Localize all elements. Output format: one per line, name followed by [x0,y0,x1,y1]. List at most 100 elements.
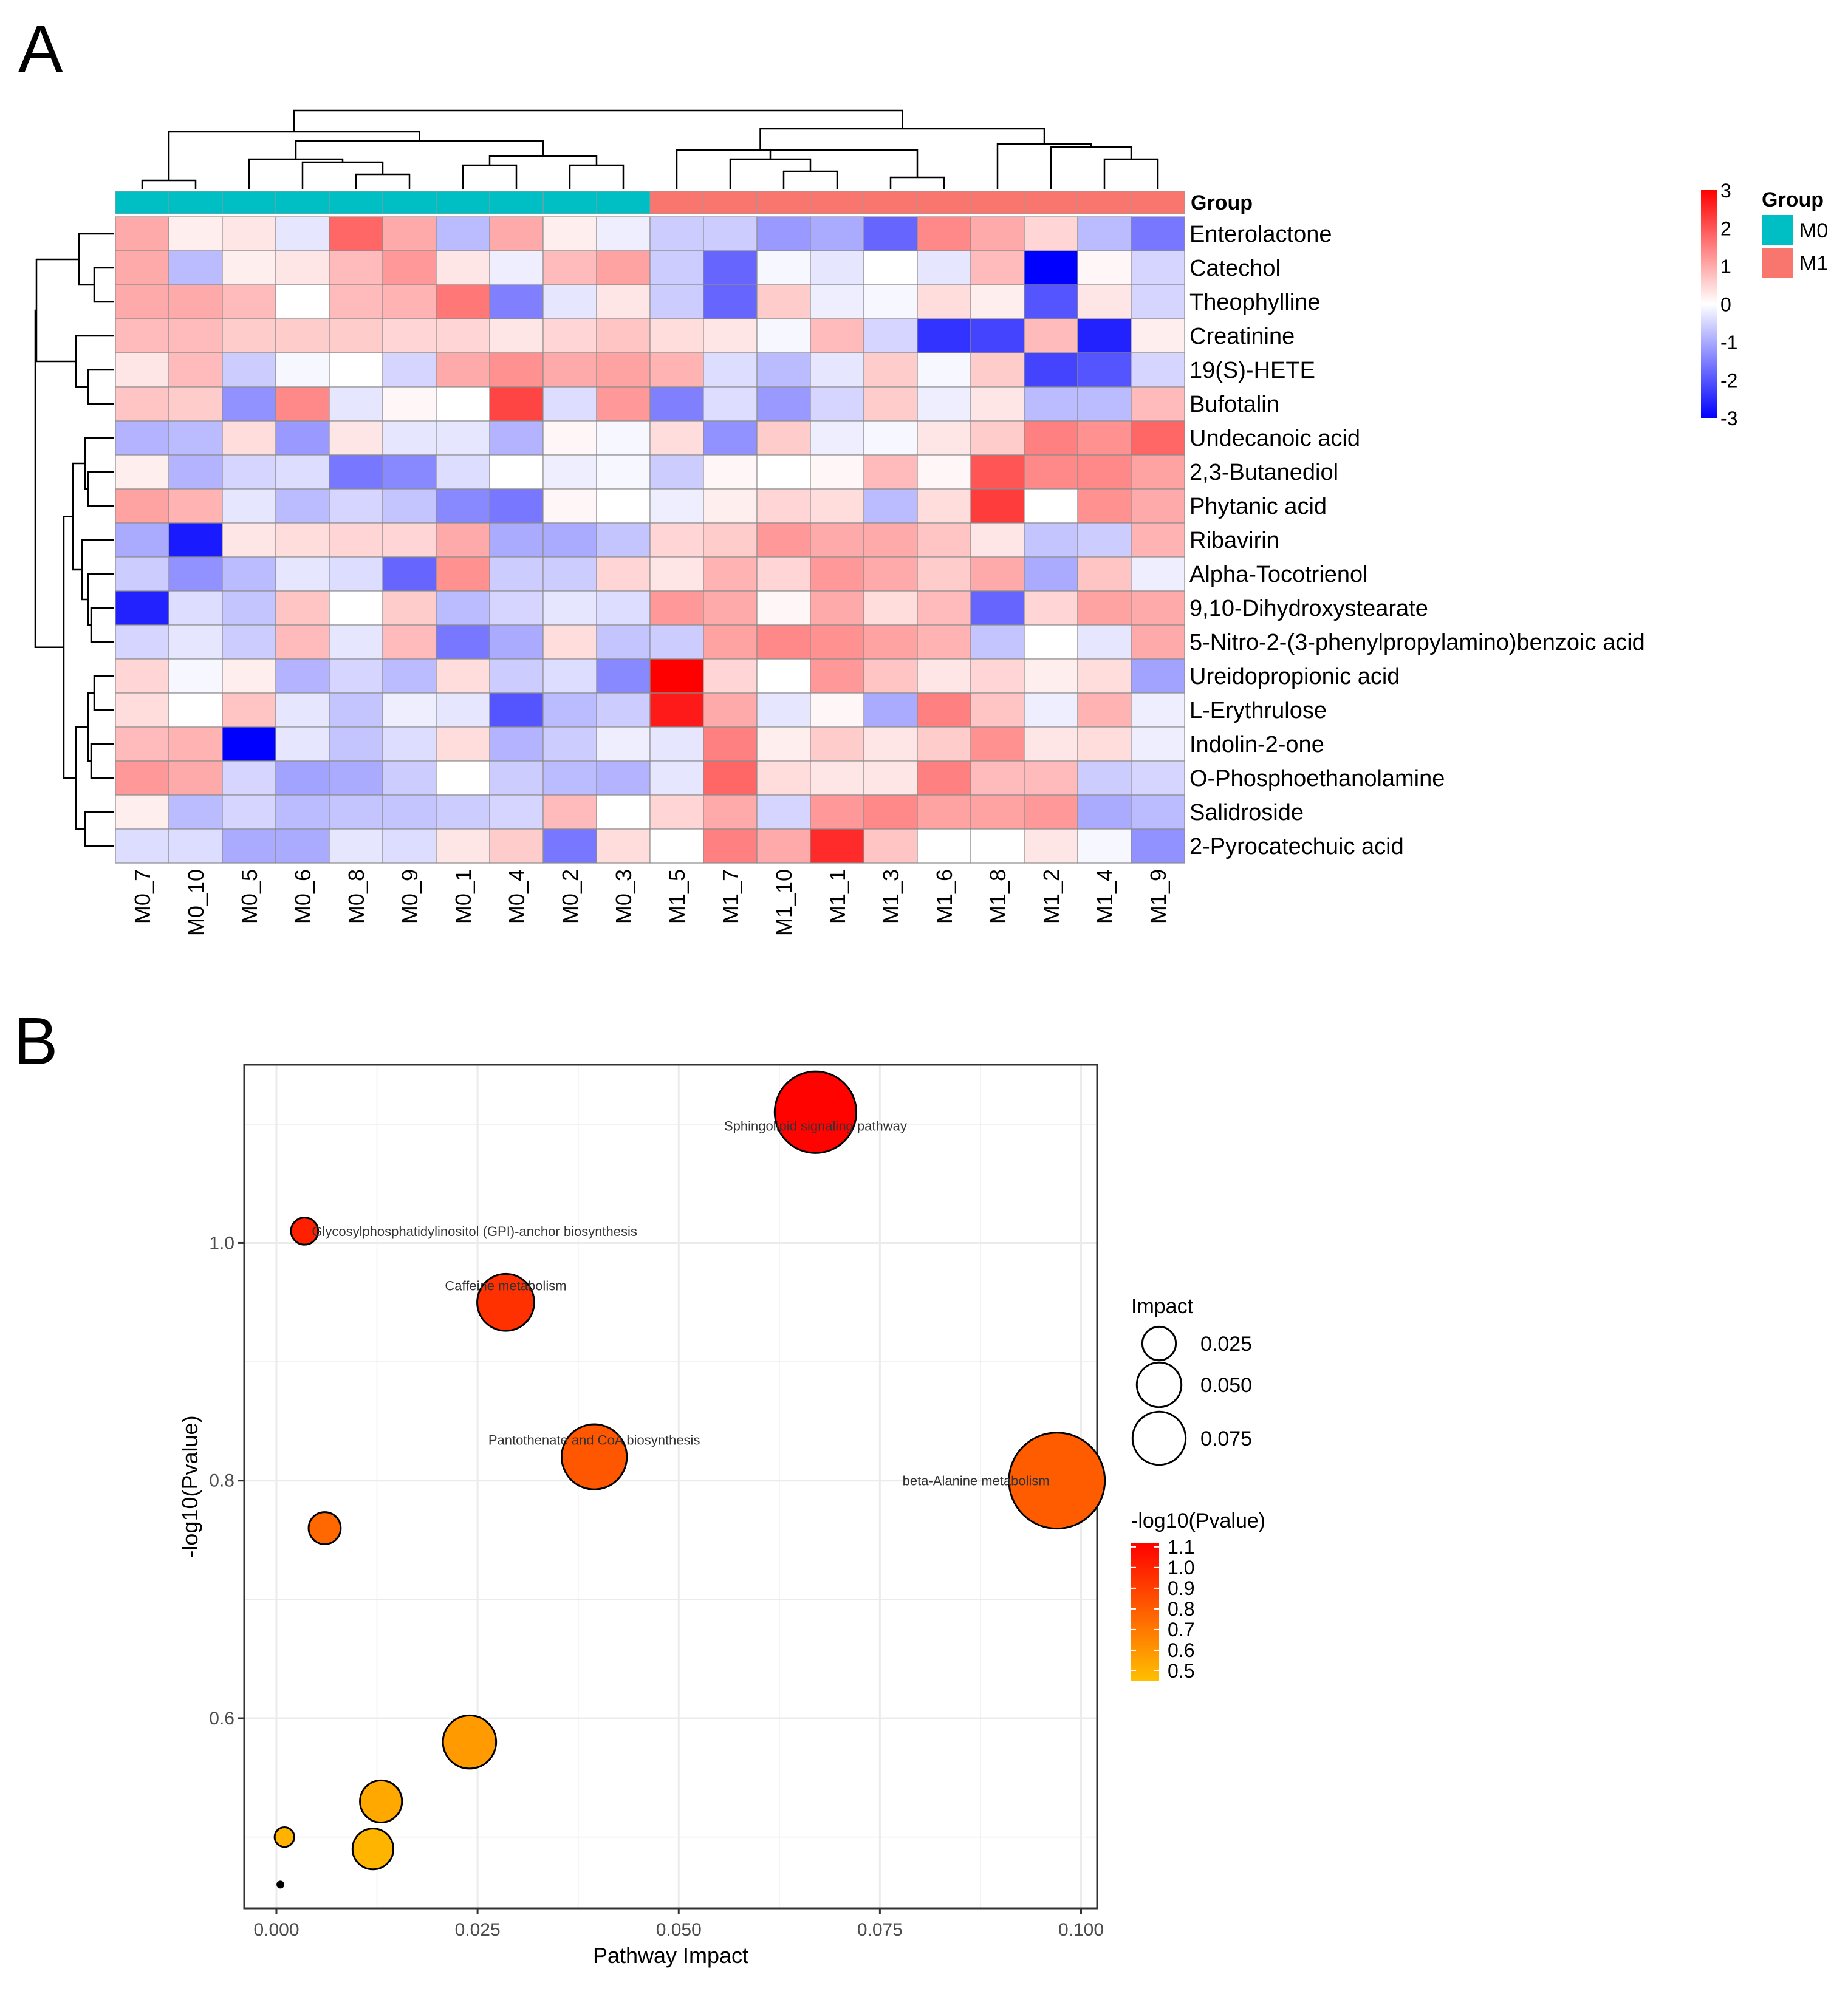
heatmap-cell [970,658,1025,694]
heatmap-cell [810,488,864,524]
heatmap-cell [810,216,864,251]
heatmap-cell [970,556,1025,592]
heatmap-cell [489,250,544,285]
heatmap-cell [703,420,758,456]
heatmap-cell [756,454,811,490]
group-cell-M1_7 [703,191,758,214]
column-label: M0_9 [397,869,422,924]
heatmap-cell [1077,658,1132,694]
heatmap-cell [275,794,330,830]
heatmap-cell [917,216,971,251]
heatmap-cell [863,284,918,319]
heatmap-cell [329,828,383,864]
heatmap-cell [1077,454,1132,490]
dendrogram-link [35,258,79,363]
heatmap-cell [542,828,597,864]
row-label: Alpha-Tocotrienol [1189,562,1368,587]
heatmap-cell [329,420,383,456]
heatmap-cell [275,692,330,728]
heatmap-cell [222,454,276,490]
heatmap-cell [917,658,971,694]
heatmap-cell [329,250,383,285]
group-cell-M0_5 [222,191,276,214]
heatmap-cell [703,726,758,762]
heatmap-cell [596,828,651,864]
heatmap-cell [542,488,597,524]
heatmap-cell [542,318,597,353]
heatmap-cell [542,624,597,660]
heatmap-cell [649,454,704,490]
heatmap-cell [542,658,597,694]
heatmap-cell [1024,216,1078,251]
heatmap-cell [115,488,169,524]
pathway-bubble [476,1272,535,1332]
pathway-bubble [307,1511,342,1545]
column-label: M1_7 [718,869,743,924]
heatmap-cell [168,760,223,796]
pathway-bubble [1008,1432,1106,1530]
heatmap-cell [115,794,169,830]
color-scale-tick: 3 [1720,180,1731,202]
heatmap-cell [168,556,223,592]
heatmap-cell [1131,250,1185,285]
heatmap-cell [1077,216,1132,251]
heatmap-cell [649,318,704,353]
heatmap-cell [436,760,490,796]
impact-size-legend: Impact 0.025 0.050 0.075 [1131,1295,1252,1466]
heatmap-cell [970,794,1025,830]
heatmap-cell [703,522,758,558]
heatmap-cell [168,352,223,388]
bubble-label: Glycosylphosphatidylinositol (GPI)-ancho… [312,1224,637,1239]
heatmap-cell [810,386,864,422]
heatmap-cell [1131,488,1185,524]
heatmap-cell [970,760,1025,796]
group-cell-M1_8 [970,191,1025,214]
heatmap-cell [649,420,704,456]
group-cell-M0_1 [436,191,490,214]
heatmap-cell [1077,624,1132,660]
heatmap-cell [649,488,704,524]
dendrogram-link [34,309,64,648]
heatmap-cell [1024,318,1078,353]
heatmap-cell [649,284,704,319]
heatmap-cell [168,590,223,626]
heatmap-cell [810,726,864,762]
heatmap-cell [115,284,169,319]
bubble-label: Pantothenate and CoA biosynthesis [488,1433,700,1448]
heatmap-cell [863,556,918,592]
heatmap-cell [756,284,811,319]
heatmap-cell [649,590,704,626]
heatmap-cell [115,250,169,285]
heatmap-cell [863,216,918,251]
x-tick-label: 0.050 [656,1920,702,1940]
dendrogram-link [93,675,114,711]
group-cell-M0_2 [542,191,597,214]
heatmap-cell [436,386,490,422]
heatmap-cell [756,556,811,592]
row-label: Ribavirin [1189,528,1279,553]
heatmap-cell [810,318,864,353]
heatmap-cell [1024,794,1078,830]
dendrogram-link [87,471,114,507]
dendrogram-link [84,437,114,490]
heatmap-cell [810,556,864,592]
heatmap-cell [596,624,651,660]
heatmap-cell [703,318,758,353]
heatmap-cell [542,284,597,319]
heatmap-cell [275,624,330,660]
heatmap-cell [436,828,490,864]
heatmap-cell [649,556,704,592]
heatmap-cell [810,420,864,456]
heatmap-cell [863,658,918,694]
heatmap-cell [1024,522,1078,558]
bubbles [273,1070,1106,1889]
heatmap-cell [756,692,811,728]
pathway-bubble [359,1779,403,1824]
heatmap-cell [970,726,1025,762]
heatmap-cell [1077,318,1132,353]
heatmap-cell [222,352,276,388]
dendrogram-link [488,155,598,165]
heatmap-cell [917,624,971,660]
heatmap-cell [489,420,544,456]
column-dendrogram [141,109,1159,189]
